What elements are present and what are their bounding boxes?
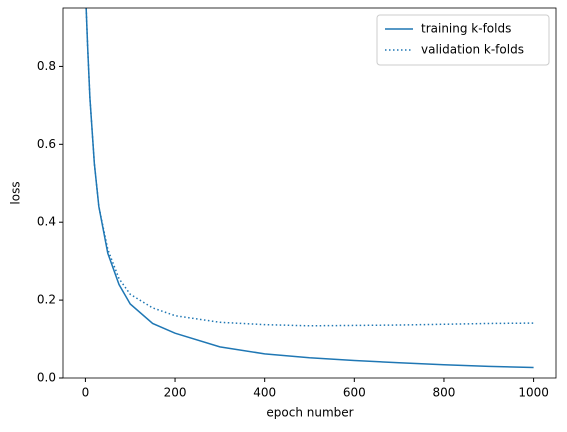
plot-area [85,8,534,369]
x-tick-label: 800 [433,386,456,400]
x-tick-label: 1000 [518,386,549,400]
legend-label: validation k-folds [421,43,524,57]
y-tick-label: 0.2 [37,293,56,307]
plot-frame [62,7,557,379]
data-line [85,8,534,327]
y-tick-label: 0.4 [37,215,56,229]
x-tick-label: 0 [82,386,90,400]
y-axis-label: loss [9,181,23,204]
y-tick-label: 0.8 [37,59,56,73]
y-tick-label: 0.0 [37,371,56,385]
legend-box [376,14,550,66]
legend-label: training k-folds [421,22,511,36]
y-tick-label: 0.6 [37,137,56,151]
x-tick-label: 200 [164,386,187,400]
x-tick-label: 600 [343,386,366,400]
x-axis-label: epoch number [266,406,353,420]
x-tick-label: 400 [253,386,276,400]
